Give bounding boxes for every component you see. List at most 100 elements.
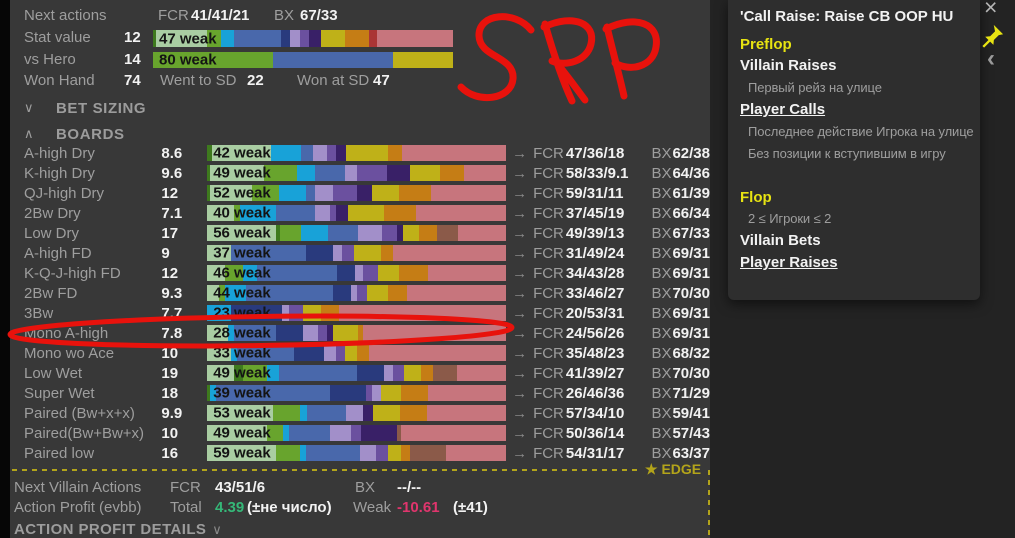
board-row[interactable]: A-high FD 9 37 weak → FCR 31/49/24 BX 69… (10, 243, 710, 263)
board-value: 10 (161, 344, 179, 362)
fcr-label: FCR (533, 284, 564, 302)
pin-icon[interactable] (978, 22, 1006, 50)
section-label: BET SIZING (56, 100, 147, 117)
total-note: (±не число) (247, 499, 332, 516)
fcr-value: 24/56/26 (565, 324, 625, 342)
weak-label: 23 weak (213, 304, 271, 322)
arrow-icon: → (512, 364, 528, 382)
board-bar: 53 weak (207, 404, 507, 422)
arrow-icon: → (512, 184, 528, 202)
board-label: Super Wet (24, 384, 95, 402)
panel-item: Preflop (740, 36, 792, 53)
board-row[interactable]: 2Bw FD 9.3 44 weak → FCR 33/46/27 BX 70/… (10, 283, 710, 303)
weak-note: (±41) (453, 499, 488, 516)
bx-value: 68/32 (672, 344, 710, 362)
chevron-left-icon[interactable]: ‹ (987, 45, 995, 72)
panel-item (740, 165, 968, 180)
board-row[interactable]: A-high Dry 8.6 42 weak → FCR 47/36/18 BX… (10, 143, 710, 163)
total-value: 4.39 (215, 499, 245, 516)
weak-label: 53 weak (213, 404, 271, 422)
bx-value: 67/33 (300, 7, 338, 24)
board-row[interactable]: Low Dry 17 56 weak → FCR 49/39/13 BX 67/… (10, 223, 710, 243)
weak-label: 59 weak (213, 444, 271, 462)
bx-label: BX (651, 344, 672, 362)
board-bar: 40 weak (207, 204, 507, 222)
board-row[interactable]: K-Q-J-high FD 12 46 weak → FCR 34/43/28 … (10, 263, 710, 283)
board-value: 7.1 (161, 204, 183, 222)
fcr-label: FCR (533, 244, 564, 262)
board-row[interactable]: Paired(Bw+Bw+x) 10 49 weak → FCR 50/36/1… (10, 423, 710, 443)
weak-label: 52 weak (213, 184, 271, 202)
board-label: Low Wet (24, 364, 83, 382)
fcr-value: 47/36/18 (565, 144, 625, 162)
board-row[interactable]: 3Bw 7.7 23 weak → FCR 20/53/31 BX 69/31 (10, 303, 710, 323)
board-row[interactable]: K-high Dry 9.6 49 weak → FCR 58/33/9.1 B… (10, 163, 710, 183)
board-value: 9 (161, 244, 170, 262)
arrow-icon: → (512, 244, 528, 262)
bx-value: --/-- (397, 479, 422, 496)
info-panel: 'Call Raise: Raise CB OOP HU Preflop Vill… (728, 0, 980, 300)
section-boards[interactable]: ∧ BOARDS (10, 126, 310, 144)
fcr-label: FCR (533, 304, 564, 322)
fcr-label: FCR (533, 384, 564, 402)
action-profit-details-header[interactable]: ACTION PROFIT DETAILS ∨ (14, 521, 222, 538)
bx-value: 69/31 (672, 264, 710, 282)
board-row[interactable]: Low Wet 19 49 weak → FCR 41/39/27 BX 70/… (10, 363, 710, 383)
arrow-icon: → (512, 144, 528, 162)
board-bar: 46 weak (207, 264, 507, 282)
board-row[interactable]: QJ-high Dry 12 52 weak → FCR 59/31/11 BX… (10, 183, 710, 203)
bx-value: 70/30 (672, 284, 710, 302)
weak-label: 28 weak (213, 324, 271, 342)
bx-value: 62/38 (672, 144, 710, 162)
panel-item[interactable]: Player Raises (740, 254, 838, 271)
fcr-label: FCR (158, 7, 189, 24)
weak-label: 40 weak (213, 204, 271, 222)
won-at-sd-value: 47 (373, 72, 390, 89)
bx-value: 61/39 (672, 184, 710, 202)
board-row[interactable]: Mono wo Ace 10 33 weak → FCR 35/48/23 BX… (10, 343, 710, 363)
panel-item: Flop (740, 189, 772, 206)
won-at-sd-label: Won at SD (297, 72, 370, 89)
fcr-label: FCR (533, 344, 564, 362)
weak-value: -10.61 (397, 499, 440, 516)
board-row[interactable]: 2Bw Dry 7.1 40 weak → FCR 37/45/19 BX 66… (10, 203, 710, 223)
board-row[interactable]: Paired low 16 59 weak → FCR 54/31/17 BX … (10, 443, 710, 463)
panel-item[interactable]: Player Calls (740, 101, 826, 118)
panel-item[interactable]: Villain Raises (740, 57, 837, 74)
board-bar: 28 weak (207, 324, 507, 342)
board-row[interactable]: Super Wet 18 39 weak → FCR 26/46/36 BX 7… (10, 383, 710, 403)
fcr-value: 49/39/13 (565, 224, 625, 242)
board-bar: 56 weak (207, 225, 507, 242)
weak-label: 47 weak (159, 30, 217, 47)
bx-label: BX (651, 144, 672, 162)
bx-value: 59/41 (672, 404, 710, 422)
weak-label: Weak (353, 499, 392, 516)
arrow-icon: → (512, 324, 528, 342)
vs-hero-label: vs Hero (24, 51, 76, 68)
board-bar: 23 weak (207, 304, 507, 322)
fcr-value: 35/48/23 (565, 344, 625, 362)
panel-item[interactable]: Villain Bets (740, 232, 821, 249)
close-icon[interactable]: × (984, 0, 998, 20)
board-label: 2Bw Dry (24, 204, 81, 222)
fcr-value: 54/31/17 (565, 444, 625, 462)
board-label: Mono A-high (24, 324, 109, 342)
went-to-sd-value: 22 (247, 72, 264, 89)
arrow-icon: → (512, 224, 528, 242)
board-label: 3Bw (24, 304, 54, 322)
board-value: 12 (161, 184, 179, 202)
arrow-icon: → (512, 424, 528, 442)
section-bet-sizing[interactable]: ∨ BET SIZING (10, 100, 310, 118)
weak-label: 46 weak (213, 264, 271, 282)
board-label: QJ-high Dry (24, 184, 105, 202)
bx-value: 57/43 (672, 424, 710, 442)
stat-value-label: Stat value (24, 29, 91, 46)
bx-label: BX (651, 384, 672, 402)
bx-value: 67/33 (672, 224, 710, 242)
arrow-icon: → (512, 304, 528, 322)
chevron-down-icon: ∨ (212, 522, 223, 537)
board-row[interactable]: Paired (Bw+x+x) 9.9 53 weak → FCR 57/34/… (10, 403, 710, 423)
board-row[interactable]: Mono A-high 7.8 28 weak → FCR 24/56/26 B… (10, 323, 710, 343)
edge-divider (12, 469, 708, 471)
bx-label: BX (651, 204, 672, 222)
